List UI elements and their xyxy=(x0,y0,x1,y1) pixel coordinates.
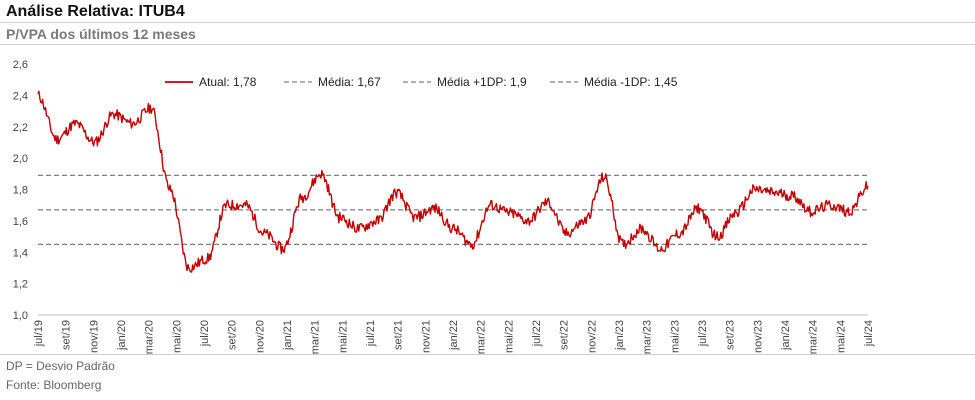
x-tick-label: jan/22 xyxy=(448,320,460,351)
x-tick-label: mai/20 xyxy=(171,320,183,353)
x-tick-label: mai/21 xyxy=(337,320,349,353)
x-tick-label: nov/19 xyxy=(88,320,100,353)
chart-svg: 1,0 1,2 1,4 1,6 1,8 2,0 2,2 2,4 2,6 jul/19 set/19 n… xyxy=(13,59,875,354)
x-tick-label: mai/24 xyxy=(835,320,847,353)
legend-label-series: Atual: 1,78 xyxy=(199,75,257,89)
y-tick-label: 1,6 xyxy=(13,216,28,228)
x-tick-label: mai/22 xyxy=(503,320,515,353)
x-tick-label: set/22 xyxy=(559,320,571,350)
x-tick-label: jul/20 xyxy=(199,320,211,347)
y-tick-label: 2,0 xyxy=(13,153,28,165)
x-tick-label: set/20 xyxy=(227,320,239,350)
x-tick-label: jul/24 xyxy=(863,320,875,347)
footer-divider xyxy=(0,354,975,355)
x-tick-label: nov/23 xyxy=(752,320,764,353)
x-tick-label: mai/23 xyxy=(669,320,681,353)
y-tick-label: 1,2 xyxy=(13,279,28,291)
y-tick-label: 2,4 xyxy=(13,90,28,102)
y-tick-label: 2,2 xyxy=(13,122,28,134)
x-tick-label: set/23 xyxy=(725,320,737,350)
x-tick-label: jan/24 xyxy=(780,320,792,351)
x-tick-label: set/19 xyxy=(61,320,73,350)
x-tick-label: jul/23 xyxy=(697,320,709,347)
x-tick-label: mar/23 xyxy=(642,320,654,354)
chart-title: Análise Relativa: ITUB4 xyxy=(6,3,185,20)
x-tick-label: jul/22 xyxy=(531,320,543,347)
footnote-dp: DP = Desvio Padrão xyxy=(6,359,115,373)
subtitle-divider xyxy=(0,44,975,45)
x-tick-label: jan/23 xyxy=(614,320,626,351)
series-line xyxy=(37,90,869,273)
x-tick-label: jan/20 xyxy=(116,320,128,351)
y-tick-label: 1,0 xyxy=(13,310,28,322)
x-tick-label: jul/21 xyxy=(365,320,377,347)
x-tick-label: mar/21 xyxy=(310,320,322,354)
title-divider xyxy=(0,22,975,23)
x-tick-label: mar/24 xyxy=(808,320,820,354)
footnote-source: Fonte: Bloomberg xyxy=(6,378,102,392)
y-tick-label: 1,8 xyxy=(13,185,28,197)
legend-label-reference: Média +1DP: 1,9 xyxy=(437,75,527,89)
x-tick-label: set/21 xyxy=(393,320,405,350)
legend-label-reference: Média -1DP: 1,45 xyxy=(584,75,678,89)
x-tick-label: nov/20 xyxy=(254,320,266,353)
y-tick-label: 2,6 xyxy=(13,59,28,71)
x-tick-label: nov/21 xyxy=(420,320,432,353)
x-tick-label: nov/22 xyxy=(586,320,598,353)
x-tick-label: jan/21 xyxy=(282,320,294,351)
x-tick-label: mar/22 xyxy=(476,320,488,354)
x-tick-label: mar/20 xyxy=(144,320,156,354)
x-tick-label: jul/19 xyxy=(33,320,45,347)
chart-subtitle: P/VPA dos últimos 12 meses xyxy=(6,26,196,42)
y-tick-label: 1,4 xyxy=(13,247,28,259)
legend-label-reference: Média: 1,67 xyxy=(318,75,381,89)
